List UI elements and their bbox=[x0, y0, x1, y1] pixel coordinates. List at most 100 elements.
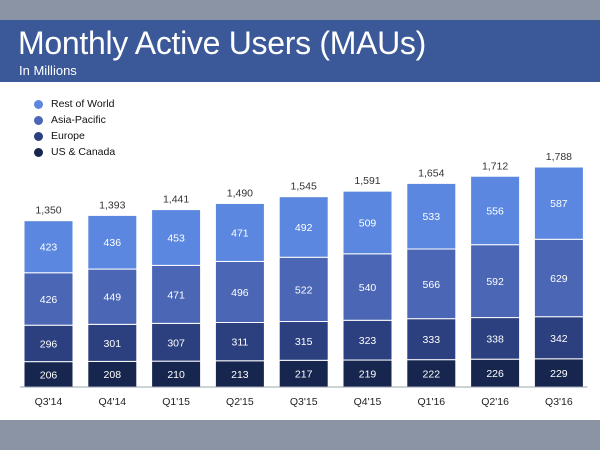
bar-total-label: 1,490 bbox=[227, 187, 253, 199]
bar-total-label: 1,350 bbox=[35, 205, 61, 217]
legend: Rest of World Asia-Pacific Europe US & C… bbox=[34, 96, 115, 160]
bar-segment-asia-pacific bbox=[23, 272, 74, 326]
bar-segment-asia-pacific bbox=[278, 256, 329, 323]
x-tick-label: Q3'15 bbox=[290, 396, 318, 408]
segment-value-label: 556 bbox=[486, 205, 504, 217]
segment-value-label: 307 bbox=[167, 337, 185, 349]
segment-value-label: 208 bbox=[104, 369, 122, 381]
legend-item-rest-of-world: Rest of World bbox=[34, 96, 115, 112]
legend-swatch-asia-pacific bbox=[34, 115, 43, 125]
segment-value-label: 315 bbox=[295, 336, 313, 348]
legend-swatch-rest-of-world bbox=[34, 99, 43, 109]
bar-total-label: 1,712 bbox=[482, 160, 508, 172]
bar-segment-europe bbox=[406, 318, 457, 361]
segment-value-label: 219 bbox=[359, 369, 377, 381]
bar-segment-asia-pacific bbox=[214, 260, 265, 323]
segment-value-label: 522 bbox=[295, 284, 313, 296]
bar-segment-rest-of-world bbox=[342, 190, 393, 255]
legend-swatch-europe bbox=[34, 131, 43, 141]
bar-total-label: 1,545 bbox=[291, 181, 317, 193]
bar-segment-asia-pacific bbox=[406, 248, 457, 320]
chart-subtitle: In Millions bbox=[19, 63, 77, 78]
bar-segment-rest-of-world bbox=[23, 220, 74, 274]
x-tick-label: Q1'16 bbox=[417, 396, 445, 408]
segment-value-label: 423 bbox=[40, 242, 58, 254]
bar-segment-rest-of-world bbox=[214, 202, 265, 262]
bar-segment-us-canada bbox=[214, 360, 265, 388]
header-banner: Monthly Active Users (MAUs) In Millions bbox=[0, 20, 600, 82]
bar-segment-us-canada bbox=[87, 360, 138, 388]
legend-swatch-us-canada bbox=[34, 147, 43, 157]
x-tick-label: Q2'15 bbox=[226, 396, 254, 408]
bar-segment-asia-pacific bbox=[533, 238, 584, 318]
bar-segment-europe bbox=[87, 323, 138, 362]
bar-segment-asia-pacific bbox=[151, 264, 202, 324]
x-tick-label: Q4'14 bbox=[98, 396, 126, 408]
chart-title: Monthly Active Users (MAUs) bbox=[18, 25, 426, 61]
bar-segment-us-canada bbox=[533, 358, 584, 388]
bar-segment-europe bbox=[342, 319, 393, 361]
segment-value-label: 533 bbox=[423, 211, 441, 223]
bar-total-label: 1,441 bbox=[163, 194, 189, 206]
bar-segment-rest-of-world bbox=[533, 166, 584, 240]
segment-value-label: 426 bbox=[40, 294, 58, 306]
x-tick-label: Q3'14 bbox=[35, 396, 63, 408]
segment-value-label: 629 bbox=[550, 273, 568, 285]
bar-segment-europe bbox=[151, 322, 202, 362]
bar-segment-rest-of-world bbox=[278, 196, 329, 258]
segment-value-label: 311 bbox=[232, 337, 249, 349]
bar-segment-us-canada bbox=[151, 360, 202, 388]
bar-segment-asia-pacific bbox=[87, 268, 138, 325]
bar-segment-europe bbox=[470, 317, 521, 360]
x-tick-label: Q2'16 bbox=[481, 396, 509, 408]
bar-segment-europe bbox=[23, 324, 74, 363]
segment-value-label: 323 bbox=[359, 335, 377, 347]
bar-segment-rest-of-world bbox=[151, 209, 202, 266]
legend-item-us-canada: US & Canada bbox=[34, 144, 115, 160]
stacked-bar-chart: 206 296 426 423 1,350 Q3'14 208 301 449 436 1,393 Q… bbox=[20, 151, 588, 408]
segment-value-label: 471 bbox=[167, 289, 185, 301]
bar-total-label: 1,654 bbox=[418, 167, 444, 179]
bar-segment-us-canada bbox=[23, 361, 74, 388]
chart-area: 206 296 426 423 1,350 Q3'14 208 301 449 436 1,393 Q… bbox=[0, 82, 600, 420]
slide: Monthly Active Users (MAUs) In Millions … bbox=[0, 20, 600, 420]
segment-value-label: 229 bbox=[550, 368, 568, 380]
segment-value-label: 222 bbox=[423, 368, 441, 380]
segment-value-label: 301 bbox=[104, 338, 122, 350]
legend-label-rest-of-world: Rest of World bbox=[51, 98, 115, 110]
segment-value-label: 296 bbox=[40, 338, 58, 350]
segment-value-label: 453 bbox=[167, 232, 185, 244]
segment-value-label: 449 bbox=[104, 292, 122, 304]
segment-value-label: 509 bbox=[359, 217, 377, 229]
segment-value-label: 540 bbox=[359, 282, 377, 294]
segment-value-label: 206 bbox=[40, 369, 58, 381]
bar-total-label: 1,591 bbox=[354, 175, 380, 187]
bar-segment-rest-of-world bbox=[470, 175, 521, 246]
legend-label-us-canada: US & Canada bbox=[51, 146, 116, 158]
segment-value-label: 592 bbox=[486, 276, 504, 288]
legend-label-asia-pacific: Asia-Pacific bbox=[51, 114, 106, 126]
segment-value-label: 492 bbox=[295, 222, 313, 234]
segment-value-label: 566 bbox=[423, 279, 441, 291]
segment-value-label: 217 bbox=[295, 369, 313, 381]
x-tick-label: Q4'15 bbox=[354, 396, 382, 408]
segment-value-label: 338 bbox=[486, 333, 504, 345]
bar-segment-rest-of-world bbox=[87, 214, 138, 270]
bar-segment-asia-pacific bbox=[470, 244, 521, 319]
bar-segment-rest-of-world bbox=[406, 182, 457, 250]
segment-value-label: 471 bbox=[231, 227, 249, 239]
legend-label-europe: Europe bbox=[51, 130, 85, 142]
bar-total-label: 1,788 bbox=[546, 151, 572, 163]
segment-value-label: 213 bbox=[231, 369, 249, 381]
segment-value-label: 210 bbox=[167, 369, 185, 381]
segment-value-label: 333 bbox=[423, 334, 441, 346]
legend-item-asia-pacific: Asia-Pacific bbox=[34, 112, 115, 128]
bar-segment-us-canada bbox=[278, 359, 329, 388]
segment-value-label: 342 bbox=[550, 333, 568, 345]
segment-value-label: 587 bbox=[550, 198, 568, 210]
x-tick-label: Q1'15 bbox=[162, 396, 190, 408]
bar-total-label: 1,393 bbox=[99, 199, 125, 211]
segment-value-label: 496 bbox=[231, 287, 249, 299]
legend-item-europe: Europe bbox=[34, 128, 115, 144]
segment-value-label: 226 bbox=[486, 368, 504, 380]
